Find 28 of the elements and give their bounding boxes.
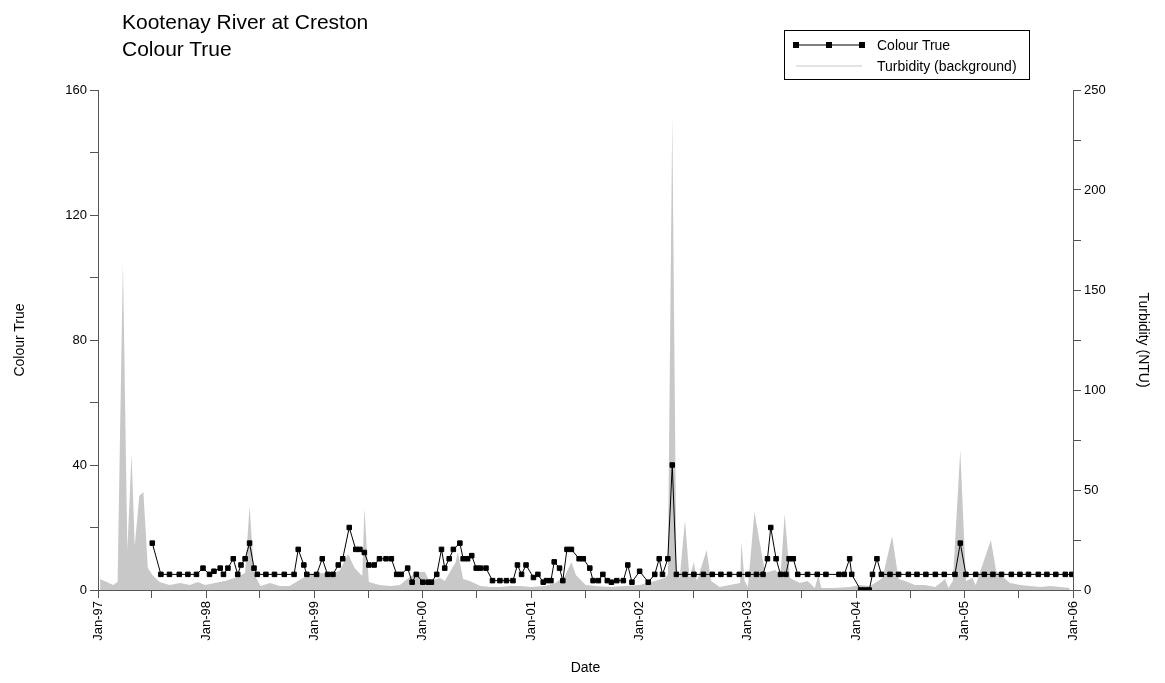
x-tick-label: Jan-98 xyxy=(197,601,213,641)
y-tick-label: 160 xyxy=(65,81,87,97)
x-tick-label: Jan-05 xyxy=(956,601,972,641)
y-tick-label: 40 xyxy=(72,456,87,472)
x-tick-label: Jan-00 xyxy=(414,601,430,641)
legend-label: Colour True xyxy=(877,36,951,53)
x-tick-label: Jan-03 xyxy=(739,601,755,641)
y-axis-title: Colour True xyxy=(11,303,28,377)
x-tick-label: Jan-06 xyxy=(1064,601,1080,641)
x-tick-label: Jan-99 xyxy=(306,601,322,641)
x-tick-label: Jan-04 xyxy=(847,601,863,641)
y2-tick-label: 50 xyxy=(1084,481,1099,497)
x-tick-label: Jan-97 xyxy=(89,601,105,641)
y2-tick-label: 200 xyxy=(1084,181,1106,197)
legend-label: Turbidity (background) xyxy=(877,57,1017,74)
chart-title: Kootenay River at Creston xyxy=(122,10,369,34)
y-tick-label: 0 xyxy=(79,581,87,597)
x-tick-label: Jan-01 xyxy=(522,601,538,641)
x-axis-title: Date xyxy=(570,659,601,676)
y2-tick-label: 100 xyxy=(1084,381,1106,397)
y2-tick-label: 0 xyxy=(1084,581,1092,597)
y-tick-label: 80 xyxy=(72,331,87,347)
y-tick-label: 120 xyxy=(65,206,87,222)
x-tick-label: Jan-02 xyxy=(631,601,647,641)
y2-tick-label: 250 xyxy=(1084,81,1106,97)
chart-subtitle: Colour True xyxy=(122,37,232,61)
y2-axis-title: Turbidity (NTU) xyxy=(1135,292,1152,388)
y2-tick-label: 150 xyxy=(1084,281,1106,297)
